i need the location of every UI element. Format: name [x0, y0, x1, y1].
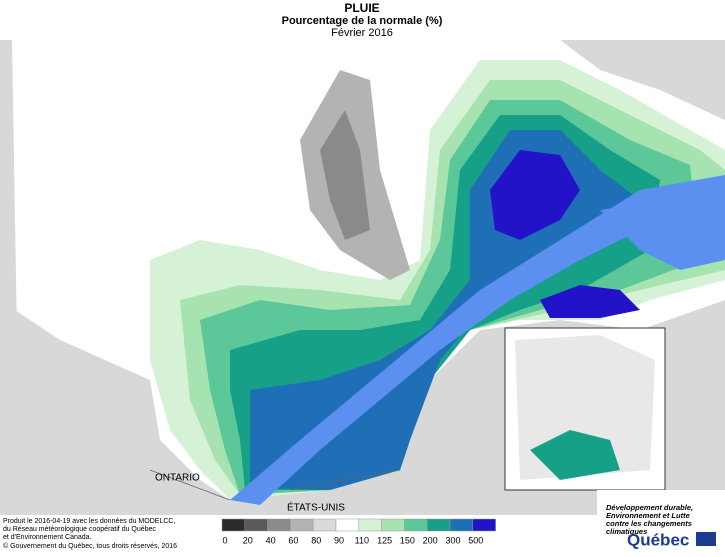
legend-tick-label: 300	[445, 535, 460, 545]
legend-tick-label: 90	[334, 535, 344, 545]
legend-swatch	[335, 518, 360, 532]
map	[0, 40, 725, 552]
legend: 0 20 40 60 80 90 110 125 150 200 300 500	[221, 518, 496, 545]
legend-swatch	[312, 518, 337, 532]
legend-tick-label: 110	[355, 535, 369, 545]
logo: Développement durable,Environnement et L…	[606, 503, 716, 549]
legend-swatch	[358, 518, 382, 532]
title: PLUIE	[344, 1, 379, 15]
logo-flag	[696, 532, 716, 546]
legend-tick-label: 20	[243, 535, 253, 545]
region-label: ONTARIO	[155, 473, 200, 484]
border	[149, 469, 231, 501]
ministry-line: climatiques	[606, 527, 647, 536]
date: Février 2016	[331, 27, 393, 39]
legend-swatch	[449, 518, 474, 532]
legend-swatch	[267, 518, 291, 532]
legend-swatch	[244, 518, 268, 532]
region-label: ÉTATS-UNIS	[287, 501, 345, 514]
legend-swatch	[381, 518, 405, 532]
subtitle: Pourcentage de la normale (%)	[282, 15, 443, 27]
ministry-line: Développement durable,	[606, 503, 693, 512]
credits: Produit le 2016-04-19 avec les données d…	[3, 518, 177, 550]
legend-tick-label: 200	[423, 535, 438, 545]
edge	[0, 40, 20, 515]
legend-tick-label: 40	[266, 535, 276, 545]
legend-swatch	[290, 518, 314, 532]
ministry-line: contre les changements	[606, 519, 692, 528]
credit-line: du Réseau météorologique coopératif du Q…	[3, 526, 156, 533]
legend-tick-label: 80	[311, 535, 321, 545]
legend-tick-label: 0	[222, 535, 227, 545]
ministry-line: Environnement et Lutte	[606, 511, 690, 520]
credit-line: Produit le 2016-04-19 avec les données d…	[3, 518, 175, 525]
legend-swatch	[221, 518, 246, 532]
legend-swatch	[426, 518, 451, 532]
legend-tick-label: 125	[377, 535, 392, 545]
dry-zone-core	[320, 110, 370, 240]
gulf	[600, 190, 725, 270]
legend-tick-label: 500	[468, 535, 483, 545]
legend-swatch	[404, 518, 428, 532]
border	[289, 469, 401, 491]
logo-name: Québec	[627, 530, 689, 549]
credit-line: et d'Environnement Canada.	[3, 534, 92, 541]
legend-tick-label: 150	[400, 535, 415, 545]
legend-swatch	[472, 518, 496, 532]
legend-tick-label: 60	[288, 535, 298, 545]
credit-line: © Gouvernement du Québec, tous droits ré…	[3, 542, 177, 550]
inset-zone	[530, 430, 620, 480]
zone-500-south	[540, 285, 640, 318]
zone-500	[490, 150, 580, 240]
